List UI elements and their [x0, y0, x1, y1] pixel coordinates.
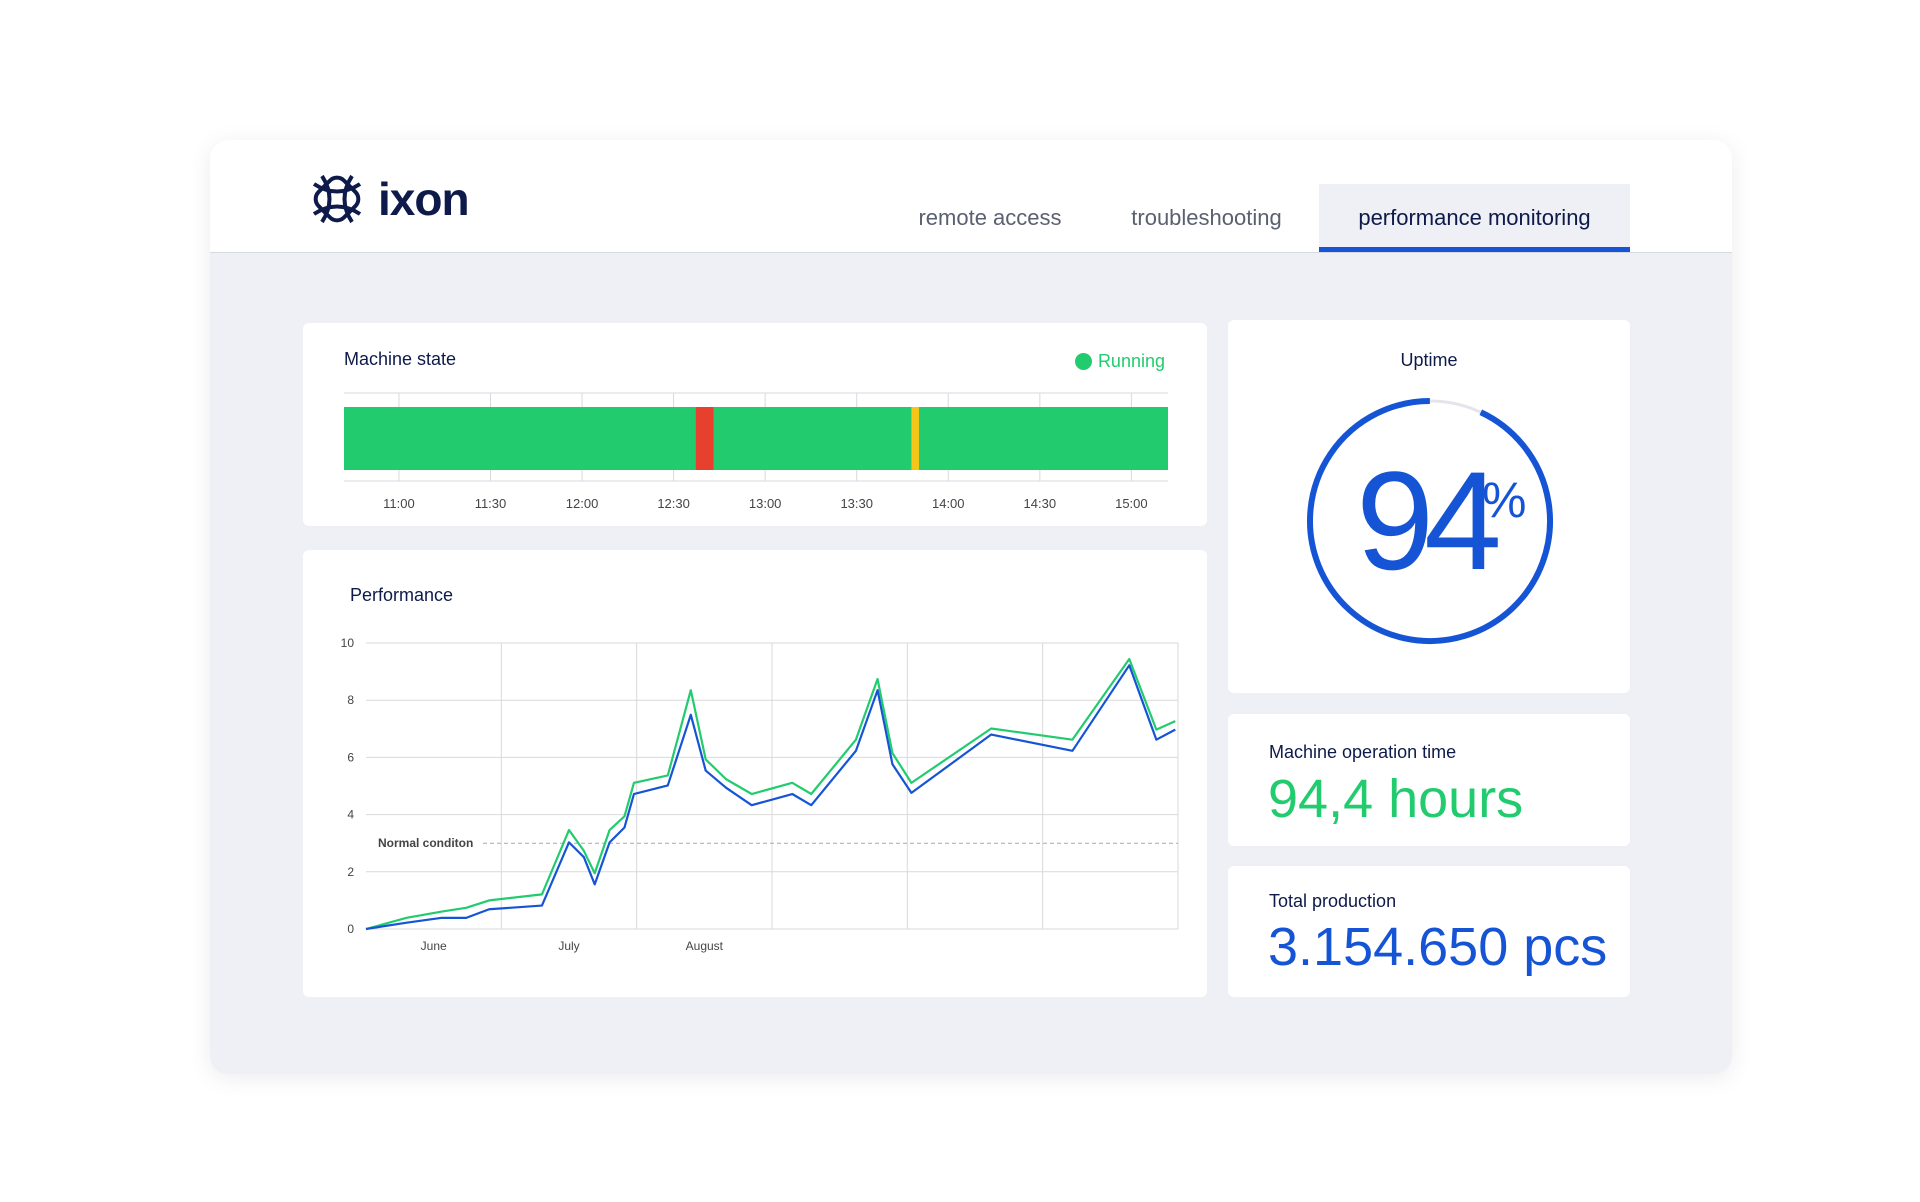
- state-segment: [695, 407, 714, 470]
- app-window: ixon remote access troubleshooting perform…: [210, 140, 1732, 1074]
- y-tick-label: 2: [347, 865, 354, 879]
- nav-tab[interactable]: troubleshooting: [1131, 205, 1282, 230]
- state-segment: [344, 407, 696, 470]
- x-tick-label: July: [558, 939, 579, 953]
- x-tick-label: 12:00: [566, 496, 599, 511]
- status: Running: [1074, 351, 1165, 372]
- x-tick-label: 11:30: [475, 496, 507, 511]
- panel-title: Total production: [1269, 891, 1397, 911]
- x-tick-label: 12:30: [657, 496, 690, 511]
- uptime-value: 94: [1356, 442, 1498, 599]
- logo-text: ixon: [378, 173, 470, 225]
- machine-state-panel: Machine state Running 11:00 11:30 12:00 12:…: [303, 323, 1207, 526]
- y-tick-label: 10: [341, 636, 355, 650]
- panel-title: Performance: [350, 585, 454, 605]
- logo-icon: [312, 174, 362, 224]
- performance-panel: Performance 0 2 4 6 8 10 June July August Normal …: [303, 550, 1207, 997]
- timeline: 11:00 11:30 12:00 12:30 13:00 13:30 14:00 14:30…: [344, 392, 1168, 511]
- header: ixon remote access troubleshooting perform…: [210, 140, 1732, 253]
- x-tick-label: June: [421, 939, 447, 953]
- metric-value: 94,4 hours: [1268, 769, 1524, 829]
- metric-value: 3.154.650 pcs: [1268, 917, 1608, 977]
- x-tick-label: 11:00: [383, 496, 415, 511]
- x-tick-label: 14:00: [932, 496, 965, 511]
- panel-title: Machine state: [344, 349, 457, 369]
- y-tick-label: 8: [347, 693, 354, 707]
- series-line: [365, 657, 1176, 931]
- panel-title: Machine operation time: [1269, 742, 1457, 762]
- total-production-panel: Total production 3.154.650 pcs: [1228, 866, 1630, 997]
- panel-title: Uptime: [1400, 350, 1458, 370]
- state-segment: [713, 407, 912, 470]
- x-tick-label: 14:30: [1024, 496, 1057, 511]
- series-line: [365, 664, 1176, 931]
- x-tick-label: August: [686, 939, 724, 953]
- status-dot: [1074, 353, 1092, 370]
- uptime-unit: %: [1482, 472, 1526, 528]
- performance-chart: 0 2 4 6 8 10 June July August Normal conditon: [341, 636, 1179, 953]
- y-tick-label: 6: [347, 750, 354, 764]
- state-segment: [918, 407, 1168, 470]
- x-tick-label: 13:00: [749, 496, 782, 511]
- status-text: Running: [1097, 351, 1165, 371]
- y-tick-label: 0: [347, 922, 354, 936]
- nav-tab[interactable]: performance monitoring: [1319, 184, 1630, 252]
- operation-time-panel: Machine operation time 94,4 hours: [1228, 714, 1630, 846]
- uptime-gauge: 94%: [1307, 398, 1553, 644]
- gauge-arc: [1307, 398, 1553, 644]
- state-segment: [911, 407, 919, 470]
- nav-tab[interactable]: remote access: [918, 205, 1062, 230]
- x-tick-label: 13:30: [840, 496, 873, 511]
- reference-label: Normal conditon: [378, 836, 473, 850]
- uptime-panel: Uptime 94%: [1228, 320, 1630, 693]
- y-tick-label: 4: [347, 808, 354, 822]
- x-tick-label: 15:00: [1115, 496, 1148, 511]
